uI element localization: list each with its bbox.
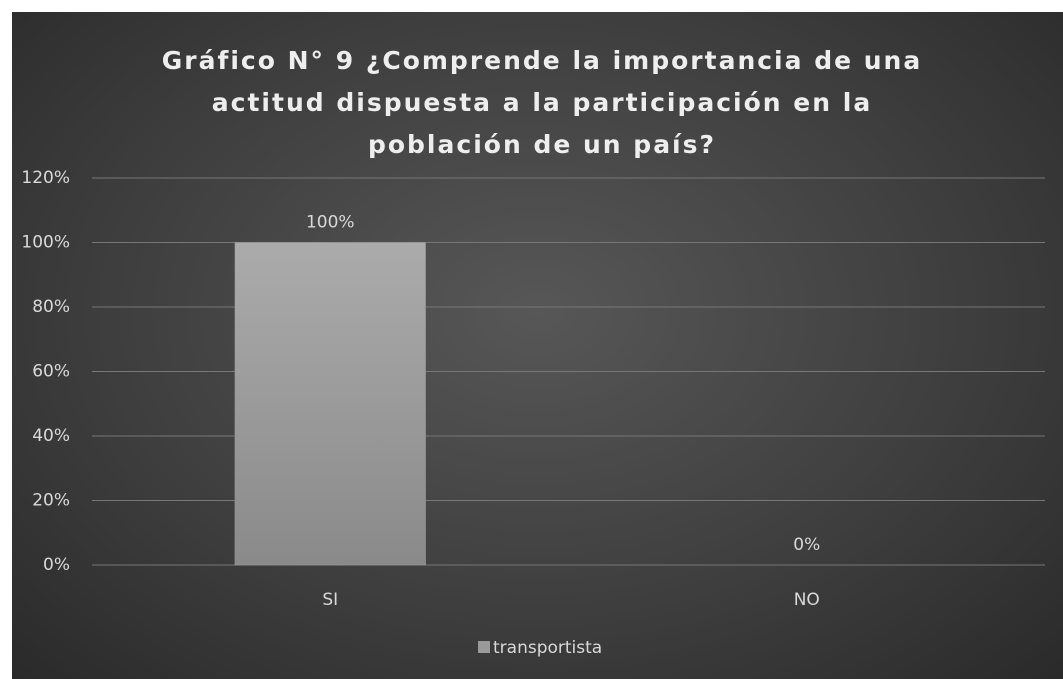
chart-title: Gráfico N° 9 ¿Comprende la importancia d… (161, 46, 923, 159)
bar (234, 242, 426, 566)
x-tick-label: SI (322, 590, 338, 610)
legend-label: transportista (493, 638, 602, 658)
y-tick-label: 60% (32, 362, 70, 382)
value-label: 100% (306, 213, 355, 233)
legend-swatch (478, 641, 490, 653)
y-tick-label: 0% (43, 555, 70, 575)
chart-area: Gráfico N° 9 ¿Comprende la importancia d… (12, 12, 1063, 679)
y-tick-label: 20% (32, 491, 70, 511)
value-label: 0% (793, 535, 820, 555)
y-tick-label: 120% (21, 168, 70, 188)
y-tick-label: 40% (32, 426, 70, 446)
y-tick-label: 100% (21, 233, 70, 253)
x-tick-label: NO (794, 590, 820, 610)
y-tick-label: 80% (32, 297, 70, 317)
